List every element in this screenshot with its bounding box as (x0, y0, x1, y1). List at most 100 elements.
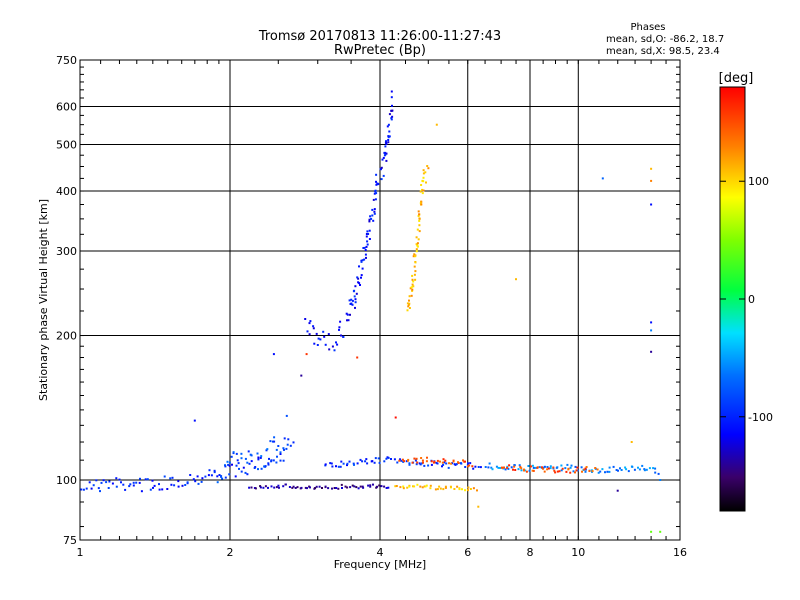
data-point (608, 470, 611, 473)
data-point (567, 468, 570, 471)
data-point (410, 294, 413, 297)
data-point (657, 472, 660, 475)
data-point (351, 484, 354, 487)
data-point (122, 483, 125, 486)
data-point (387, 456, 390, 459)
data-point (306, 487, 308, 490)
data-point (427, 464, 430, 467)
data-point (413, 485, 416, 488)
data-point (504, 468, 507, 471)
data-point (419, 202, 422, 205)
data-point (538, 466, 541, 469)
data-point (260, 455, 263, 458)
data-point (612, 465, 615, 468)
data-point (184, 484, 187, 486)
data-point (442, 463, 445, 466)
data-point (394, 485, 397, 488)
data-point (436, 459, 439, 462)
data-point (151, 479, 154, 482)
data-point (359, 284, 361, 286)
data-point (422, 169, 425, 172)
data-point (107, 487, 110, 489)
data-point (237, 462, 240, 465)
x-tick-label: 16 (673, 546, 687, 559)
data-point (528, 469, 531, 472)
data-point (407, 305, 410, 308)
data-point (452, 459, 455, 462)
y-tick-label: 300 (56, 245, 77, 258)
data-point (414, 278, 417, 281)
data-point (216, 475, 219, 478)
data-point (369, 215, 372, 218)
data-point (308, 322, 311, 325)
data-point (88, 481, 91, 484)
data-point (583, 468, 586, 471)
data-point (247, 450, 250, 453)
data-point (596, 468, 599, 471)
data-point (439, 487, 442, 490)
data-point (390, 96, 393, 99)
data-point (342, 336, 345, 338)
data-point (606, 470, 609, 473)
data-point (627, 470, 630, 473)
data-point (317, 337, 320, 340)
data-point (250, 454, 253, 457)
data-point (416, 483, 419, 486)
data-point (414, 270, 417, 273)
data-point (408, 307, 411, 309)
colorbar-ticks: 100 0 -100 (720, 175, 773, 424)
data-point (284, 483, 287, 486)
data-point (543, 465, 546, 468)
data-point (292, 441, 295, 444)
data-point (359, 485, 362, 488)
data-point (309, 486, 311, 489)
data-point (333, 487, 336, 489)
data-point (265, 449, 268, 452)
data-point (425, 460, 428, 463)
data-point (283, 448, 285, 451)
data-point (447, 466, 450, 469)
data-point (347, 319, 350, 322)
data-point (282, 459, 285, 462)
data-point (536, 466, 539, 469)
data-point (461, 488, 463, 491)
data-point (366, 240, 369, 243)
data-point (368, 218, 371, 221)
data-point (309, 320, 312, 323)
data-point (102, 479, 105, 482)
plot-grid (80, 60, 680, 540)
data-point (315, 485, 318, 488)
data-point (235, 452, 238, 455)
data-point (139, 477, 141, 480)
data-point (390, 90, 393, 93)
data-point (566, 463, 569, 466)
data-point (453, 488, 456, 490)
data-point (269, 440, 272, 443)
data-point (414, 261, 417, 264)
data-point (350, 302, 353, 305)
data-point (337, 487, 340, 490)
data-point (648, 467, 651, 470)
data-point (546, 466, 549, 468)
data-point (495, 465, 498, 468)
data-point (477, 505, 480, 508)
data-point (361, 485, 364, 488)
data-point (264, 485, 267, 488)
data-point (462, 459, 464, 462)
data-point (349, 313, 351, 316)
data-point (351, 303, 354, 306)
data-point (275, 461, 278, 464)
y-tick-label: 100 (56, 474, 77, 487)
data-point (385, 159, 388, 162)
data-point (338, 328, 340, 331)
data-point (356, 462, 359, 465)
data-point (313, 342, 316, 345)
data-point (524, 469, 527, 472)
data-point (436, 462, 439, 465)
data-point (221, 477, 224, 480)
data-point (213, 471, 216, 474)
data-point (382, 174, 385, 177)
data-point (415, 243, 418, 246)
data-point (266, 448, 269, 451)
data-point (506, 465, 509, 468)
